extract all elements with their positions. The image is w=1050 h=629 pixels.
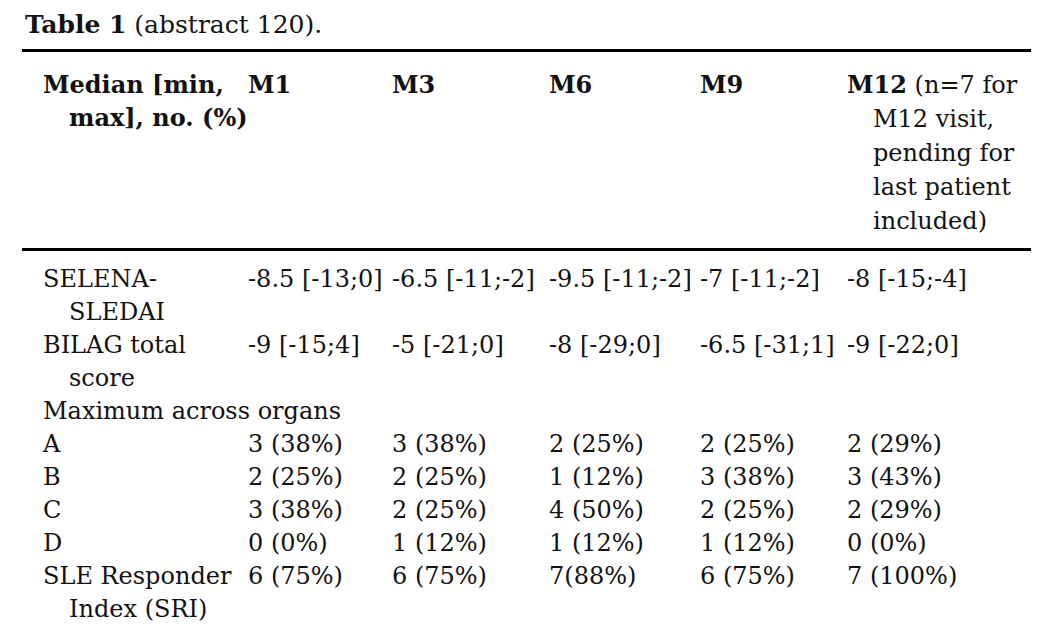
- table-caption: Table 1 (abstract 120).: [22, 10, 1031, 40]
- table-body: SELENA-SLEDAI-8.5 [-13;0]-6.5 [-11;-2]-9…: [22, 250, 1031, 629]
- cell-value: 2 (29%): [847, 428, 1031, 461]
- cell-value: -8 [-15;-4]: [847, 250, 1031, 330]
- row-label: C: [22, 494, 248, 527]
- cell-value: -7 [-11;-2]: [700, 250, 847, 330]
- cell-value: -6.5 [-11;-2]: [392, 250, 549, 330]
- table-row: C3 (38%)2 (25%)4 (50%)2 (25%)2 (29%): [22, 494, 1031, 527]
- cell-value: 1 (12%): [549, 527, 700, 560]
- table-row: SELENA-SLEDAI-8.5 [-13;0]-6.5 [-11;-2]-9…: [22, 250, 1031, 330]
- header-m6: M6: [549, 51, 700, 250]
- row-label: BILAG total score: [22, 329, 248, 395]
- header-m9: M9: [700, 51, 847, 250]
- paper-table-figure: Table 1 (abstract 120). Median [min, max…: [0, 0, 1050, 629]
- cell-value: 7(88%): [549, 560, 700, 629]
- header-m1: M1: [248, 51, 392, 250]
- cell-value: -6.5 [-31;1]: [700, 329, 847, 395]
- table-caption-rest: (abstract 120).: [126, 10, 322, 39]
- cell-value: 6 (75%): [700, 560, 847, 629]
- cell-value: -8 [-29;0]: [549, 329, 700, 395]
- table-row: B2 (25%)2 (25%)1 (12%)3 (38%)3 (43%): [22, 461, 1031, 494]
- cell-value: 0 (0%): [847, 527, 1031, 560]
- cell-value: 2 (25%): [392, 461, 549, 494]
- table-row: D0 (0%)1 (12%)1 (12%)1 (12%)0 (0%): [22, 527, 1031, 560]
- header-m3: M3: [392, 51, 549, 250]
- table-row: SLE Responder Index (SRI)6 (75%)6 (75%)7…: [22, 560, 1031, 629]
- cell-value: 6 (75%): [248, 560, 392, 629]
- cell-value: -5 [-21;0]: [392, 329, 549, 395]
- cell-value: 2 (29%): [847, 494, 1031, 527]
- cell-value: 2 (25%): [549, 428, 700, 461]
- cell-value: 3 (38%): [392, 428, 549, 461]
- cell-value: 2 (25%): [248, 461, 392, 494]
- data-table: Median [min, max], no. (%) M1 M3 M6 M9 M…: [22, 49, 1031, 629]
- cell-value: -9 [-15;4]: [248, 329, 392, 395]
- table-row: BILAG total score-9 [-15;4]-5 [-21;0]-8 …: [22, 329, 1031, 395]
- cell-value: -9 [-22;0]: [847, 329, 1031, 395]
- row-label: SELENA-SLEDAI: [22, 250, 248, 330]
- row-label: D: [22, 527, 248, 560]
- cell-value: 4 (50%): [549, 494, 700, 527]
- cell-value: 2 (25%): [392, 494, 549, 527]
- cell-value: 2 (25%): [700, 494, 847, 527]
- header-row: Median [min, max], no. (%) M1 M3 M6 M9 M…: [22, 51, 1031, 250]
- cell-value: 1 (12%): [549, 461, 700, 494]
- header-median-label: Median [min, max], no. (%): [22, 51, 248, 250]
- cell-value: 6 (75%): [392, 560, 549, 629]
- cell-value: 3 (38%): [248, 428, 392, 461]
- table-row: Maximum across organs: [22, 395, 1031, 428]
- cell-value: 3 (38%): [700, 461, 847, 494]
- cell-value: -8.5 [-13;0]: [248, 250, 392, 330]
- cell-value: 1 (12%): [392, 527, 549, 560]
- header-m12: M12 (n=7 for M12 visit, pending for last…: [847, 51, 1031, 250]
- cell-value: 3 (43%): [847, 461, 1031, 494]
- row-label: A: [22, 428, 248, 461]
- cell-value: 0 (0%): [248, 527, 392, 560]
- cell-value: 7 (100%): [847, 560, 1031, 629]
- cell-value: 1 (12%): [700, 527, 847, 560]
- header-m12-label: M12: [847, 70, 907, 99]
- table-row: A3 (38%)3 (38%)2 (25%)2 (25%)2 (29%): [22, 428, 1031, 461]
- row-label: B: [22, 461, 248, 494]
- row-label: SLE Responder Index (SRI): [22, 560, 248, 629]
- cell-value: 2 (25%): [700, 428, 847, 461]
- cell-value: -9.5 [-11;-2]: [549, 250, 700, 330]
- table-caption-label: Table 1: [25, 10, 126, 39]
- row-label: Maximum across organs: [22, 395, 1031, 428]
- cell-value: 3 (38%): [248, 494, 392, 527]
